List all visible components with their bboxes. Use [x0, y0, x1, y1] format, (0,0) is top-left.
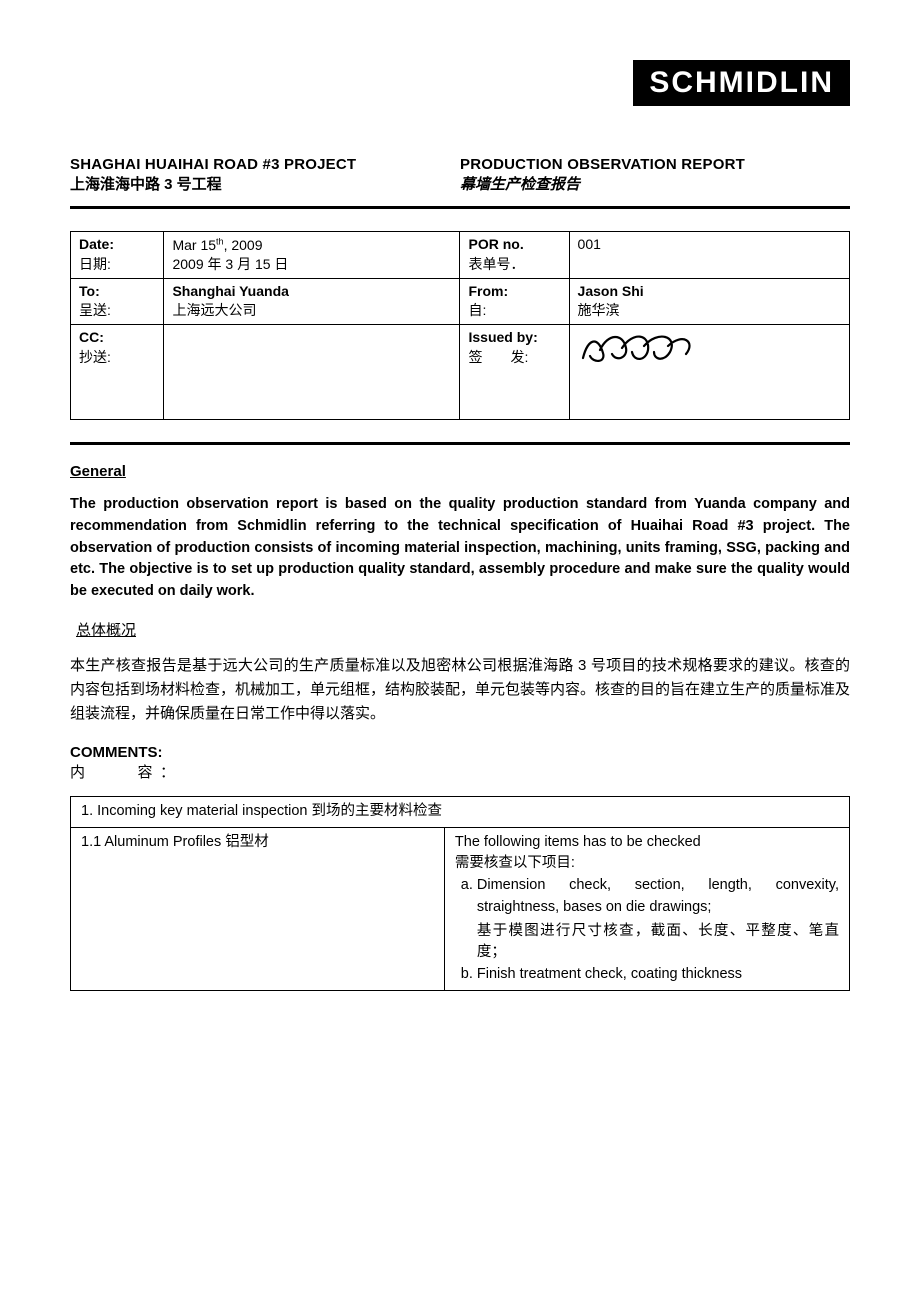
- project-title-cn: 上海淮海中路 3 号工程: [70, 173, 460, 194]
- from-value-cn: 施华滨: [578, 302, 620, 318]
- comments-label-en: COMMENTS:: [70, 744, 850, 761]
- date-label-en: Date:: [79, 236, 114, 252]
- metadata-table: Date: 日期: Mar 15th, 2009 2009 年 3 月 15 日…: [70, 231, 850, 420]
- content-table: 1. Incoming key material inspection 到场的主…: [70, 796, 850, 991]
- divider: [70, 442, 850, 445]
- issued-label-cn: 签 发:: [468, 349, 528, 365]
- item-1-1-title: 1.1 Aluminum Profiles 铝型材: [71, 827, 445, 990]
- check-item-b: Finish treatment check, coating thicknes…: [477, 964, 839, 986]
- report-title-cn: 幕墙生产检查报告: [460, 173, 850, 194]
- to-label-cn: 呈送:: [79, 302, 111, 318]
- issued-label-en: Issued by:: [468, 329, 537, 345]
- to-value-cn: 上海远大公司: [172, 302, 256, 318]
- item-1-1-body: The following items has to be checked 需要…: [444, 827, 849, 990]
- date-value-en: Mar 15th, 2009: [172, 237, 262, 253]
- report-title-en: PRODUCTION OBSERVATION REPORT: [460, 156, 850, 173]
- date-label-cn: 日期:: [79, 256, 111, 272]
- header-right: PRODUCTION OBSERVATION REPORT 幕墙生产检查报告: [460, 156, 850, 194]
- from-value-en: Jason Shi: [578, 283, 644, 299]
- signature-icon: [578, 328, 698, 368]
- comments-label-cn: 内 容：: [70, 761, 850, 782]
- check-list: Dimension check, section, length, convex…: [455, 875, 839, 986]
- general-heading: General: [70, 463, 850, 480]
- por-value: 001: [578, 236, 601, 252]
- project-title-en: SHAGHAI HUAIHAI ROAD #3 PROJECT: [70, 156, 460, 173]
- header-left: SHAGHAI HUAIHAI ROAD #3 PROJECT 上海淮海中路 3…: [70, 156, 460, 194]
- check-item-a: Dimension check, section, length, convex…: [477, 875, 839, 964]
- from-label-en: From:: [468, 283, 508, 299]
- to-value-en: Shanghai Yuanda: [172, 283, 288, 299]
- general-body-en: The production observation report is bas…: [70, 494, 850, 603]
- divider: [70, 206, 850, 209]
- document-header: SHAGHAI HUAIHAI ROAD #3 PROJECT 上海淮海中路 3…: [70, 156, 850, 194]
- check-intro-en: The following items has to be checked: [455, 832, 839, 854]
- date-value-cn: 2009 年 3 月 15 日: [172, 256, 288, 272]
- check-intro-cn: 需要核查以下项目:: [455, 853, 839, 875]
- cc-label-en: CC:: [79, 329, 104, 345]
- general-body-cn: 本生产核查报告是基于远大公司的生产质量标准以及旭密林公司根据淮海路 3 号项目的…: [70, 654, 850, 726]
- general-heading-cn: 总体概况: [76, 619, 850, 640]
- logo-wrap: SCHMIDLIN: [70, 60, 850, 106]
- section-1-header: 1. Incoming key material inspection 到场的主…: [71, 796, 850, 827]
- por-label-cn: 表单号．: [468, 256, 524, 272]
- to-label-en: To:: [79, 283, 100, 299]
- schmidlin-logo: SCHMIDLIN: [633, 60, 850, 106]
- por-label-en: POR no.: [468, 236, 523, 252]
- cc-label-cn: 抄送:: [79, 349, 111, 365]
- from-label-cn: 自:: [468, 302, 486, 318]
